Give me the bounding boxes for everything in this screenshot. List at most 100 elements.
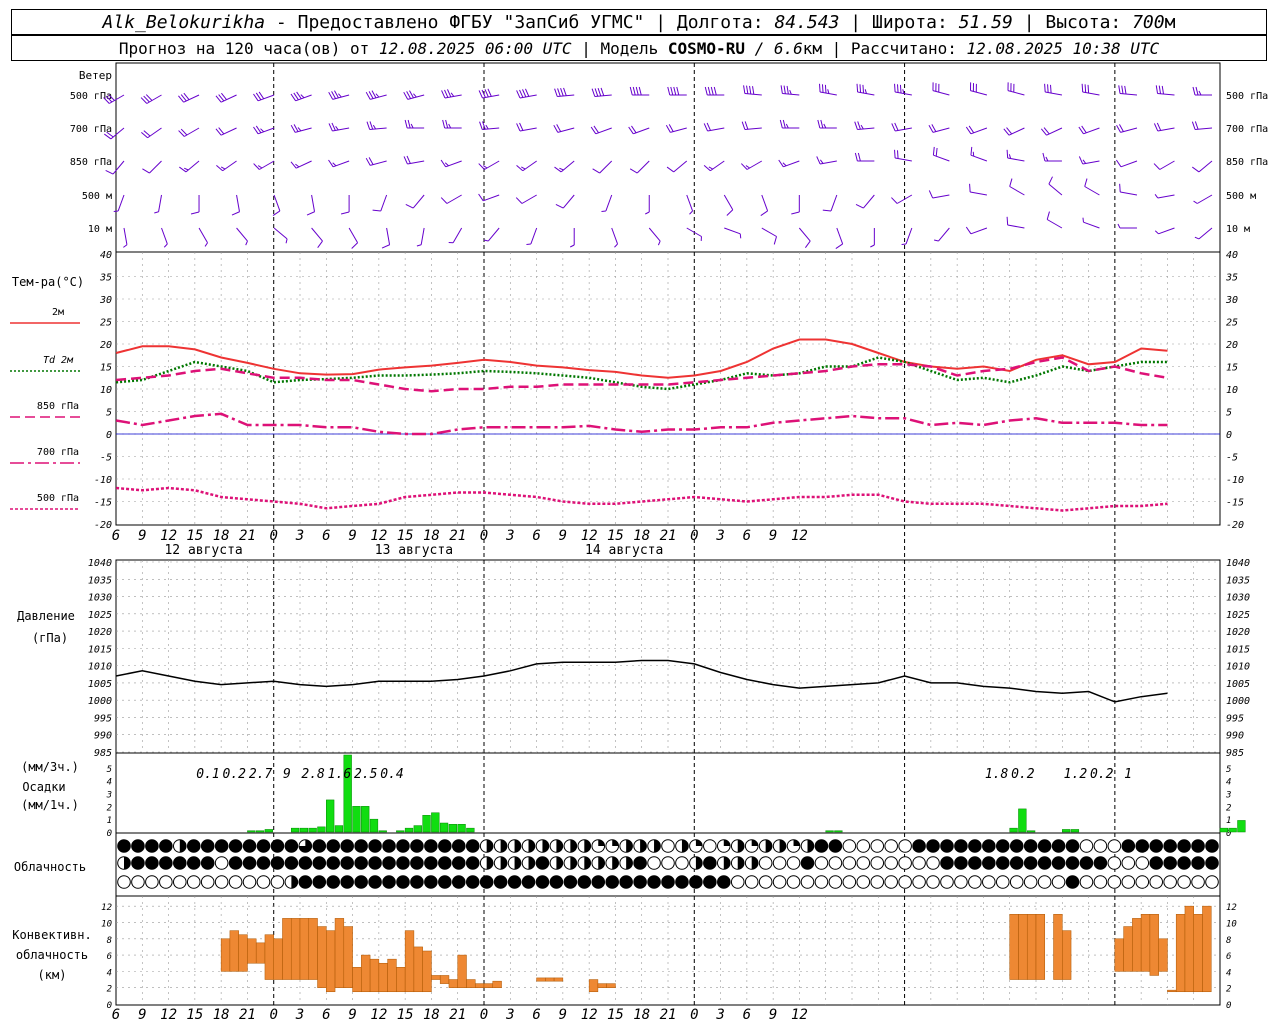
cloud-cover-symbol — [1079, 875, 1094, 889]
cloud-cover-symbol — [256, 839, 271, 853]
wind-barb-flag — [827, 89, 830, 94]
pressure-ytick-left: 1025 — [88, 610, 112, 621]
convective-cloud-bar — [264, 934, 274, 980]
precip-bar — [343, 754, 352, 833]
wind-barb-flag — [856, 83, 859, 93]
cloud-cover-symbol — [912, 839, 926, 853]
cloud-cover-symbol — [145, 875, 159, 889]
temp-ytick-right: 40 — [1226, 250, 1238, 261]
temp-ytick-left: 30 — [99, 295, 112, 306]
wind-barb-flag — [592, 168, 600, 174]
cloud-cover-symbol — [842, 856, 857, 870]
wind-barb-staff — [830, 194, 838, 212]
conv-ytick-right: 0 — [1226, 1001, 1231, 1011]
wind-barb-flag — [860, 124, 864, 130]
wind-barb-flag — [163, 243, 168, 248]
wind-barb-flag — [1008, 154, 1012, 159]
cloud-cover-symbol — [298, 875, 313, 889]
precip-3h-total: 1.2 — [1064, 767, 1088, 782]
wind-barb-flag — [442, 119, 446, 129]
cloud-cover-symbol — [340, 839, 354, 853]
altitude-label: | Высота: — [1012, 12, 1133, 33]
wind-barb-staff — [605, 194, 613, 212]
wind-barb-flag — [931, 124, 937, 132]
wind-barb-flag — [375, 93, 380, 98]
wind-barb-flag — [891, 123, 896, 132]
hour-tick-label: 18 — [423, 1007, 440, 1023]
wind-barb-flag — [645, 211, 650, 215]
cloud-cover-symbol — [675, 875, 689, 889]
cloud-cover-symbol — [744, 875, 759, 889]
wind-barb-flag — [409, 90, 414, 99]
wind-barb-staff — [311, 194, 316, 212]
wind-barb-flag — [668, 124, 674, 132]
wind-barb-flag — [1081, 83, 1084, 93]
wind-barb-flag — [178, 95, 185, 103]
conv-ytick-right: 12 — [1226, 903, 1237, 913]
hour-tick-label: 15 — [186, 1007, 203, 1023]
wind-barb-staff — [599, 160, 613, 174]
wind-barb-flag — [713, 86, 717, 96]
cloud-cover-fill — [556, 856, 563, 870]
precip-3h-total: 0.4 — [380, 767, 403, 782]
convective-cloud-bar — [1114, 938, 1124, 972]
convective-cloud-bar — [308, 918, 318, 980]
precip-ytick-left: 5 — [107, 765, 112, 775]
cloud-cover-symbol — [828, 875, 843, 889]
wind-level-label-right: 700 гПа — [1226, 124, 1268, 135]
wind-barb-flag — [253, 163, 260, 170]
wind-barb-flag — [365, 91, 371, 100]
wind-barb-flag — [444, 89, 449, 98]
wind-barb-flag — [215, 128, 222, 136]
cloud-cover-symbol — [884, 856, 898, 870]
wind-barb-flag — [557, 88, 561, 97]
temp-series-line — [115, 356, 1168, 393]
precip-bar — [361, 806, 370, 833]
wind-barb-staff — [380, 194, 388, 212]
cloud-cover-symbol — [758, 875, 773, 889]
cloud-cover-symbol — [256, 875, 271, 889]
temp-ytick-left: 40 — [100, 250, 112, 261]
cloud-cover-symbol — [730, 875, 745, 889]
wind-barb-staff — [673, 160, 688, 173]
cloud-cover-symbol — [214, 856, 229, 870]
cloud-cover-fill — [598, 839, 605, 846]
wind-barb-flag — [328, 159, 334, 168]
cloud-cover-symbol — [507, 875, 522, 889]
precip-unit-3h: (мм/3ч.) — [21, 760, 79, 774]
temp-ytick-right: 35 — [1225, 273, 1238, 284]
pressure-ytick-right: 1030 — [1226, 593, 1250, 604]
wind-barb-flag — [710, 86, 714, 96]
wind-barb-flag — [666, 166, 675, 173]
wind-barb-flag — [218, 94, 225, 102]
hour-tick-label: 12 — [160, 1007, 177, 1023]
hour-tick-label: 6 — [322, 528, 330, 544]
wind-barb-flag — [864, 89, 867, 94]
cloud-cover-symbol — [995, 856, 1010, 870]
wind-barb-flag — [1191, 121, 1196, 130]
precip-bar — [1070, 829, 1080, 833]
wind-barb-flag — [1047, 84, 1049, 93]
cloud-cover-symbol — [661, 839, 675, 853]
wind-barb-flag — [403, 156, 408, 165]
cloud-cover-symbol — [131, 875, 145, 889]
hour-tick-label: 9 — [559, 1007, 567, 1023]
wind-barb-flag — [1192, 86, 1196, 96]
precip-3h-total: 2.8 — [301, 767, 325, 782]
wind-barb-flag — [231, 211, 240, 216]
cloud-cover-symbol — [1121, 875, 1136, 889]
pressure-series-line — [115, 659, 1168, 703]
convective-cloud-bar — [229, 930, 239, 972]
model-label: | Модель — [571, 39, 668, 58]
convective-cloud-bar — [361, 954, 371, 993]
wind-barb-flag — [560, 88, 564, 97]
wind-barb-flag — [255, 92, 262, 101]
cloud-cover-symbol — [800, 856, 815, 870]
cloud-cover-symbol — [1037, 856, 1052, 870]
wind-barb-flag — [1154, 230, 1159, 235]
pressure-ytick-left: 1000 — [88, 696, 112, 707]
cloud-cover-symbol — [982, 856, 996, 870]
wind-barb-flag — [819, 159, 824, 164]
cloud-cover-fill — [793, 839, 800, 846]
hour-tick-label: 9 — [559, 528, 567, 544]
